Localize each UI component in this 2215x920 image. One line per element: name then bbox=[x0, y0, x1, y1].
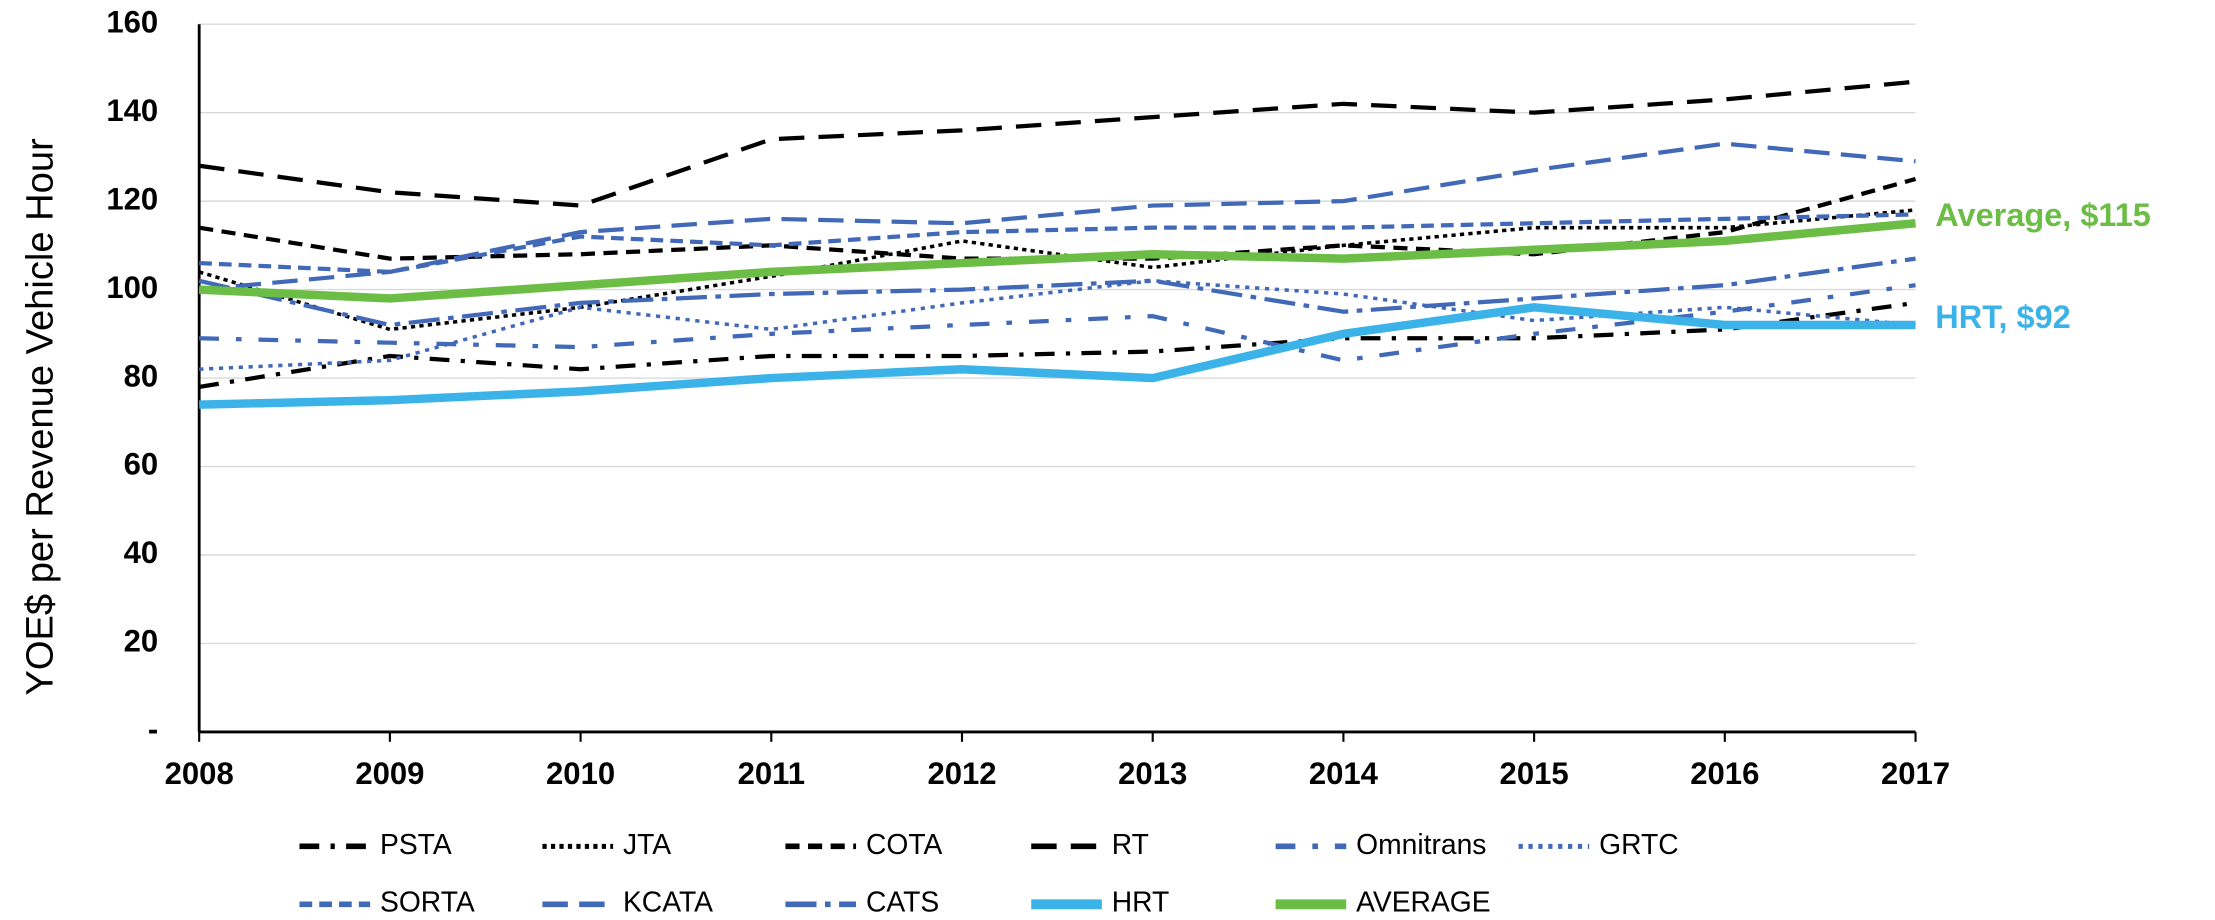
legend-label: SORTA bbox=[380, 886, 475, 918]
x-tick-label: 2009 bbox=[355, 756, 424, 791]
y-axis-title: YOE$ per Revenue Vehicle Hour bbox=[18, 138, 61, 696]
y-tick-label: 160 bbox=[106, 4, 158, 39]
x-tick-label: 2016 bbox=[1690, 756, 1759, 791]
legend-label: HRT bbox=[1112, 886, 1170, 918]
y-tick-label: 140 bbox=[106, 93, 158, 128]
series-line bbox=[198, 141, 1916, 292]
x-tick-label: 2014 bbox=[1309, 756, 1379, 791]
legend-label: KCATA bbox=[623, 886, 713, 918]
y-tick-label: 60 bbox=[124, 447, 159, 482]
x-tick-label: 2017 bbox=[1881, 756, 1950, 791]
series-line bbox=[198, 79, 1916, 208]
x-tick-label: 2015 bbox=[1500, 756, 1569, 791]
legend-label: COTA bbox=[866, 828, 943, 860]
y-tick-label: 40 bbox=[124, 535, 159, 570]
y-tick-label: 20 bbox=[124, 624, 159, 659]
y-tick-label: - bbox=[148, 712, 158, 747]
legend-label: RT bbox=[1112, 828, 1149, 860]
x-tick-label: 2011 bbox=[738, 756, 805, 791]
x-tick-label: 2010 bbox=[546, 756, 615, 791]
legend-label: CATS bbox=[866, 886, 939, 918]
x-tick-label: 2012 bbox=[927, 756, 996, 791]
x-tick-label: 2013 bbox=[1118, 756, 1187, 791]
legend-label: GRTC bbox=[1599, 828, 1679, 860]
annotation: Average, $115 bbox=[1935, 197, 2151, 233]
y-tick-label: 80 bbox=[124, 358, 159, 393]
legend-label: AVERAGE bbox=[1356, 886, 1491, 918]
annotation: HRT, $92 bbox=[1935, 299, 2070, 335]
y-tick-label: 100 bbox=[106, 270, 158, 305]
series-line bbox=[198, 208, 1916, 332]
legend-label: JTA bbox=[623, 828, 671, 860]
series-line bbox=[198, 256, 1916, 328]
y-tick-label: 120 bbox=[106, 181, 158, 216]
x-tick-label: 2008 bbox=[165, 756, 234, 791]
series-line bbox=[199, 303, 1916, 409]
series-line bbox=[199, 283, 1916, 363]
legend-label: Omnitrans bbox=[1356, 828, 1486, 860]
series-line bbox=[198, 219, 1916, 303]
series-line bbox=[199, 212, 1916, 275]
series-line bbox=[198, 300, 1916, 390]
legend-label: PSTA bbox=[380, 828, 452, 860]
